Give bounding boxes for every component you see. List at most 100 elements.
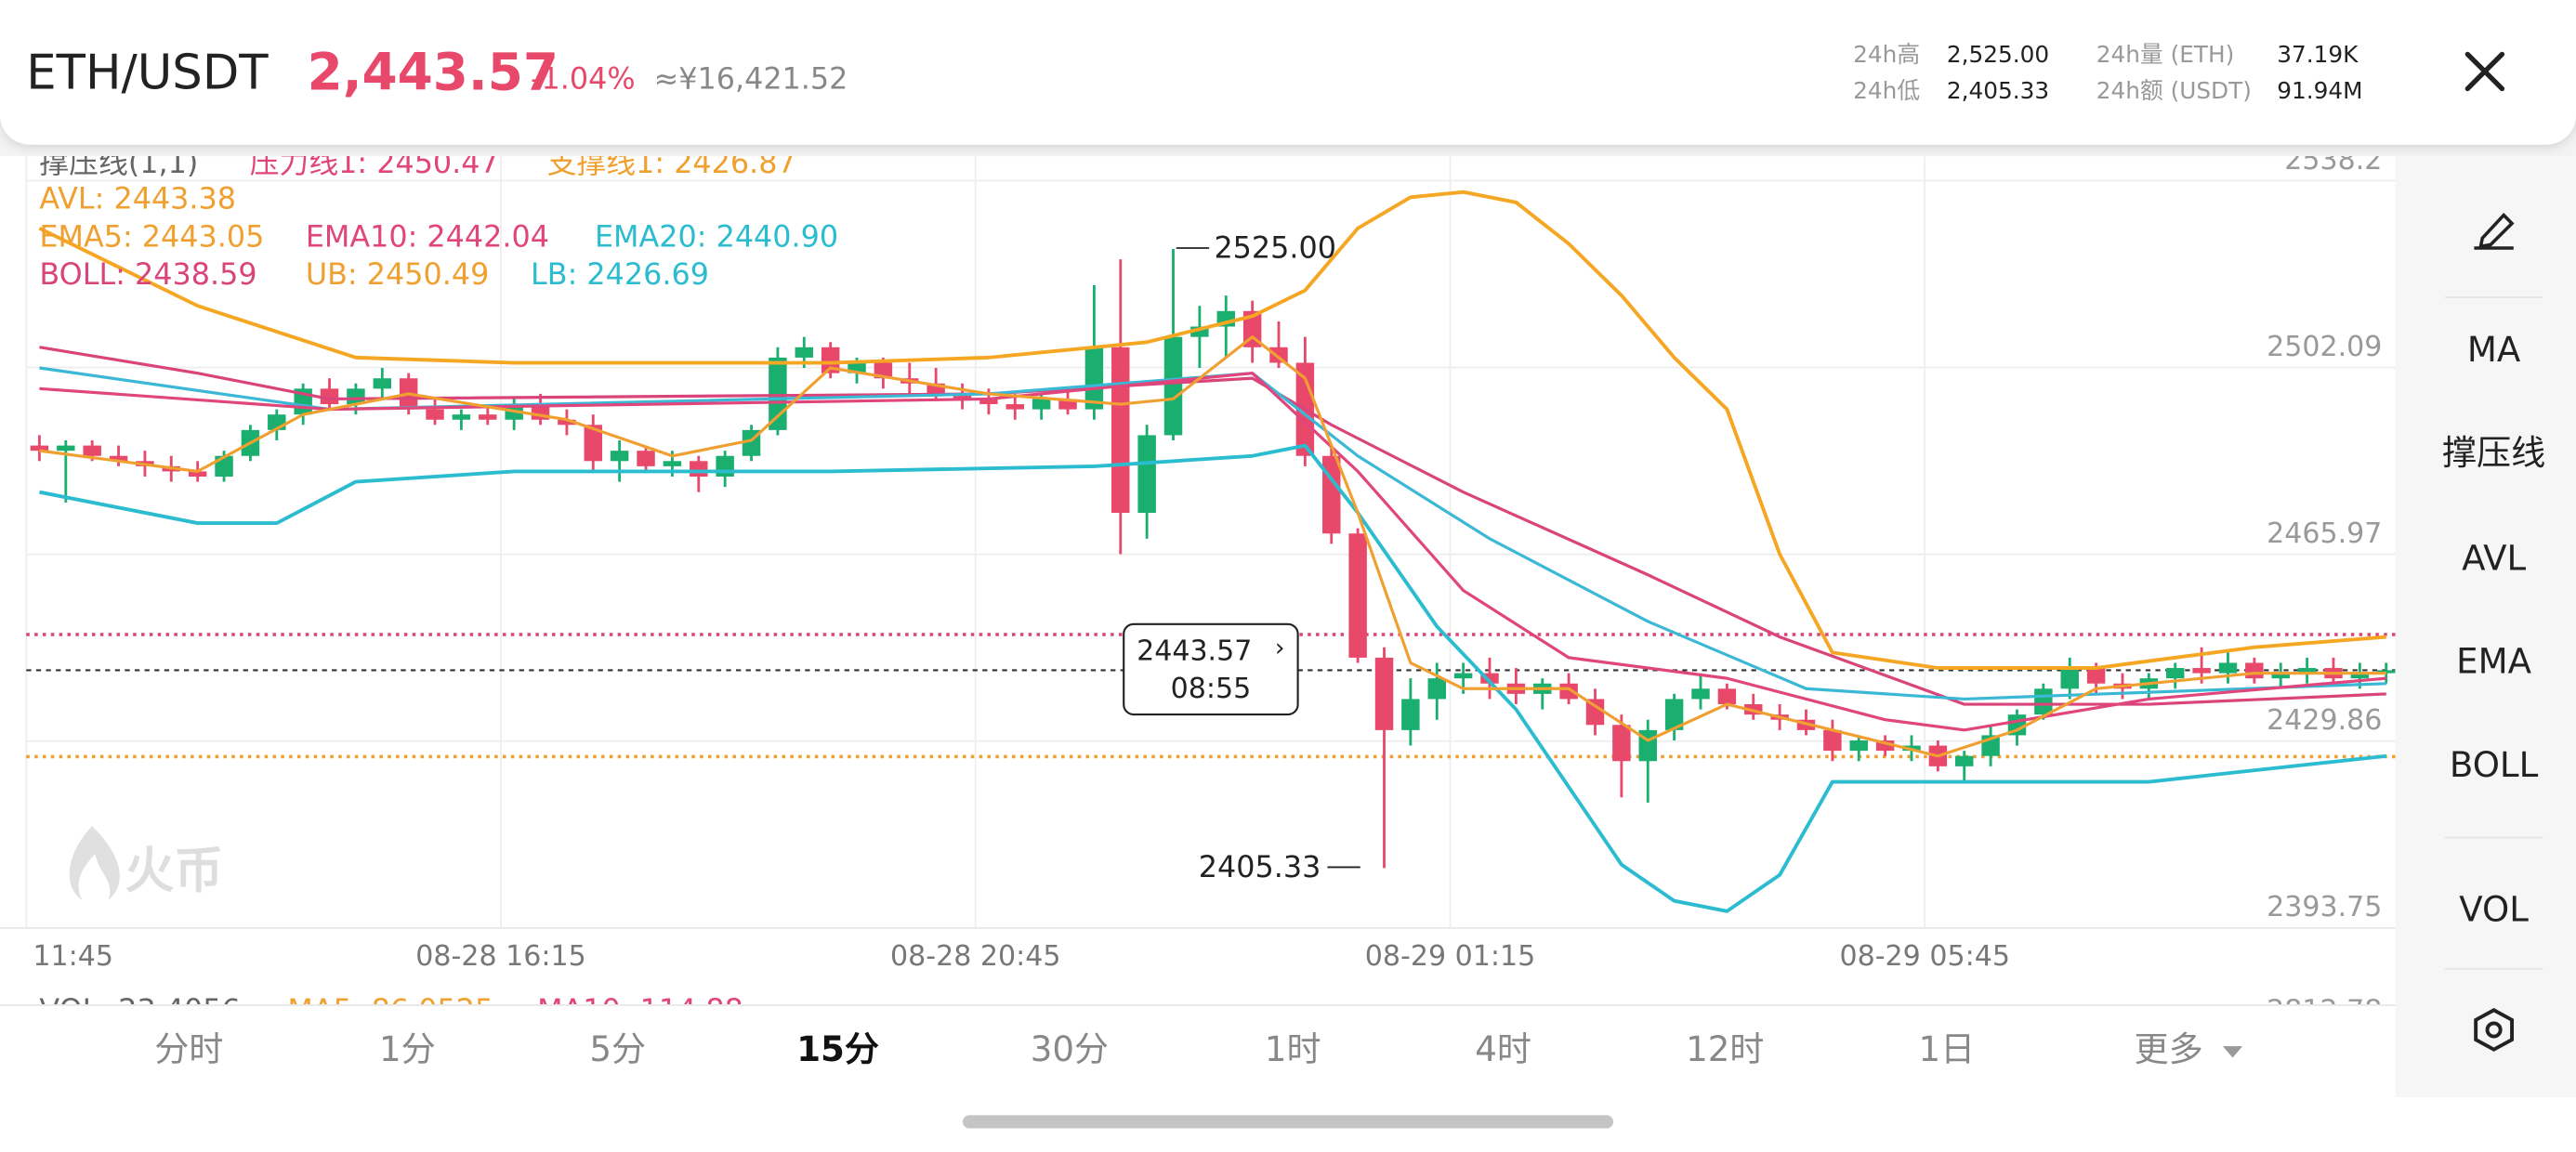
sidebar-item[interactable]: VOL <box>2459 890 2529 930</box>
settings-icon[interactable] <box>2474 1008 2514 1052</box>
timeframe-tab[interactable]: 30分 <box>1031 1029 1109 1069</box>
timeframe-tab[interactable]: 4时 <box>1475 1029 1531 1069</box>
candle-body <box>1163 336 1183 436</box>
candle-body <box>979 399 998 405</box>
legend-entry: 撑压线(1,1) <box>39 145 198 180</box>
candle-body <box>716 455 734 477</box>
stat-value: 2,405.33 <box>1947 77 2049 104</box>
change: -1.04% <box>531 61 636 97</box>
candle-body <box>663 461 682 466</box>
candle-body <box>1058 399 1077 410</box>
candle-body <box>109 455 128 462</box>
candle-body <box>1955 755 1974 766</box>
candle-body <box>690 461 708 477</box>
candle-body <box>610 451 629 462</box>
stat-label: 24h低 <box>1853 77 1920 104</box>
sidebar-item[interactable]: BOLL <box>2450 745 2539 785</box>
candle-body <box>373 378 392 389</box>
candle-body <box>1401 699 1420 730</box>
candle-body <box>452 414 471 420</box>
candle-body <box>1005 404 1024 410</box>
sidebar-item[interactable]: AVL <box>2462 538 2526 578</box>
candle-body <box>83 445 101 456</box>
candle-body <box>1823 729 1842 752</box>
legend-entry: UB: 2450.49 <box>306 256 489 292</box>
candle-body <box>953 393 972 399</box>
candle-body <box>2192 668 2211 674</box>
candle-body <box>2297 668 2317 674</box>
candle-body <box>2245 662 2264 679</box>
y-tick-label: 2465.97 <box>2267 517 2382 550</box>
vol-axis-label: 2812.78 <box>2267 995 2382 1028</box>
candle-body <box>2060 668 2079 689</box>
timeframe-tab[interactable]: 分时 <box>154 1029 223 1069</box>
candle-body <box>1111 347 1130 513</box>
price-tag[interactable]: › <box>1123 622 1299 716</box>
timeframe-tab[interactable]: 15分 <box>796 1029 879 1069</box>
candle-body <box>1480 673 1499 684</box>
candle-body <box>1585 699 1605 726</box>
sidebar-item[interactable]: MA <box>2467 330 2521 370</box>
candle-body <box>1242 310 1262 347</box>
watermark-text: 火币 <box>125 842 223 899</box>
candle-body <box>479 414 497 420</box>
candle-body <box>1137 435 1156 513</box>
timeframe-tab[interactable]: 12时 <box>1686 1029 1764 1069</box>
candle-body <box>821 347 840 373</box>
y-tick-label: 2393.75 <box>2267 891 2382 923</box>
stat-value: 91.94M <box>2277 77 2362 104</box>
legend-entry: EMA10: 2442.04 <box>306 218 549 254</box>
candle-body <box>1032 399 1051 410</box>
cny-price: ≈¥16,421.52 <box>654 61 848 97</box>
legend-entry: 压力线1: 2450.47 <box>250 145 499 180</box>
pen-icon[interactable] <box>2474 213 2515 250</box>
y-tick-label: 2502.09 <box>2267 331 2382 363</box>
timeframe-tab[interactable]: 1时 <box>1265 1029 1321 1069</box>
stat-value: 2,525.00 <box>1947 41 2049 68</box>
candle-body <box>1084 347 1104 410</box>
candle-body <box>769 357 787 430</box>
candle-body <box>1717 688 1737 705</box>
candle-body <box>848 362 866 373</box>
candle-body <box>188 471 207 477</box>
sidebar-item[interactable]: EMA <box>2456 642 2531 682</box>
indicator-line <box>39 372 2386 732</box>
x-tick-label: 11:45 <box>33 940 113 973</box>
timeframe-tab[interactable]: 1分 <box>379 1029 436 1069</box>
sidebar <box>2395 155 2576 1097</box>
indicator-line <box>39 443 2387 913</box>
sidebar-item[interactable]: 撑压线 <box>2442 433 2545 473</box>
legend-entry: EMA20: 2440.90 <box>595 218 838 254</box>
candle-body <box>30 445 49 452</box>
candle-body <box>795 347 814 358</box>
watermark <box>69 826 120 900</box>
legend-entry: EMA5: 2443.05 <box>39 218 264 254</box>
candle-body <box>1875 740 1895 752</box>
timeframe-tab[interactable]: 更多 <box>2134 1029 2202 1069</box>
current-price: 2443.57 <box>1137 635 1252 667</box>
candle-body <box>1322 455 1341 534</box>
pair: ETH/USDT <box>26 45 269 100</box>
close-button[interactable] <box>2451 38 2517 104</box>
timeframe-tab[interactable]: 1日 <box>1919 1029 1976 1069</box>
candle-body <box>1612 725 1631 762</box>
y-tick-label: 2538.2 <box>2284 144 2382 177</box>
timeframe-tab[interactable]: 5分 <box>589 1029 646 1069</box>
candle-body <box>1269 347 1288 363</box>
candle-body <box>584 425 603 462</box>
candle-body <box>2271 673 2290 679</box>
indicator-line <box>39 335 2386 758</box>
candle-body <box>2350 673 2370 679</box>
candle-body <box>927 383 945 394</box>
legend-entry: 支撑线1: 2426.87 <box>547 145 796 180</box>
stat-label: 24h额 (USDT) <box>2096 77 2252 104</box>
candle-body <box>2166 668 2185 679</box>
candle-body <box>1453 673 1473 679</box>
current-time: 08:55 <box>1171 673 1252 705</box>
vol-legend-entry: MA10: 114.88 <box>537 992 743 1028</box>
price: 2,443.57 <box>308 42 559 101</box>
x-tick-label: 08-28 16:15 <box>415 940 585 973</box>
candle-body <box>426 409 444 420</box>
candle-body <box>1664 699 1684 730</box>
y-tick-label: 2429.86 <box>2267 704 2382 737</box>
